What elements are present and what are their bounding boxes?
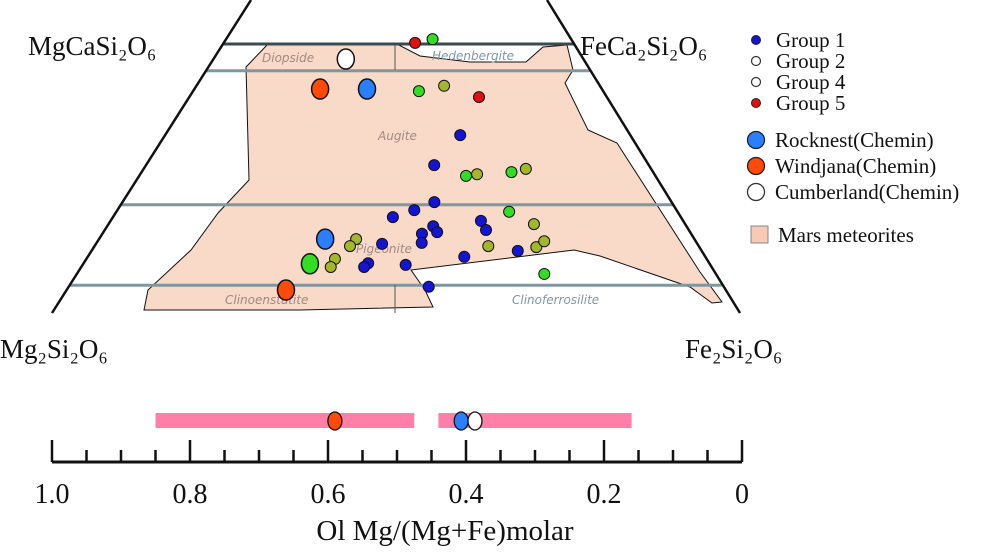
tick-label: 0.6 [311, 479, 346, 510]
point-group-1 [386, 211, 399, 224]
point-group-4 [530, 241, 543, 254]
point-group-2 [412, 85, 425, 98]
point-group-1 [358, 260, 371, 273]
point-group-1 [428, 159, 441, 172]
label-diopside: Diopside [262, 51, 314, 65]
point-group-2 [503, 205, 516, 218]
olivine-axis-tick-labels: 1.0 0.8 0.6 0.4 0.2 0 [35, 479, 750, 510]
label-hedenbergite: Hedenbergite [432, 49, 514, 63]
left-side-line [50, 0, 253, 314]
point-rocknest-chemin [357, 78, 377, 100]
point-group-4 [519, 162, 532, 175]
point-group-5 [472, 91, 485, 104]
point-group-4 [324, 260, 337, 273]
label-clinoenstatite: Clinoenstatite [225, 293, 308, 307]
tick-label: 0.2 [587, 479, 622, 510]
point-windjana-chemin [276, 279, 296, 301]
label-clinoferrosilite: Clinoferrosilite [512, 293, 599, 307]
label-augite: Augite [377, 129, 417, 143]
point-group-1 [511, 244, 524, 257]
legend-label-windjana: Windjana(Chemin) [775, 154, 936, 178]
point-group-2 [505, 166, 518, 179]
point-group-4 [482, 240, 495, 253]
field-lines [50, 0, 742, 314]
point-group-4 [538, 235, 551, 248]
legend-marker-group4 [750, 76, 762, 88]
point-group-4 [438, 79, 451, 92]
corner-label-diopside-endmember: MgCaSi₂O₆ [28, 31, 156, 61]
point-group-1 [431, 226, 444, 239]
point-group-4 [344, 240, 357, 253]
point-group-1 [376, 237, 389, 250]
point-group-5 [409, 36, 422, 49]
legend-label-group4: Group 4 [776, 70, 846, 94]
point-group-1 [422, 280, 435, 293]
point-group-1 [480, 223, 493, 236]
olivine-axis-title: Ol Mg/(Mg+Fe)molar [316, 515, 574, 547]
point-windjana-chemin [310, 78, 330, 100]
legend-marker-windjana [746, 156, 766, 176]
point-group-1 [454, 129, 467, 142]
olivine-axis [50, 411, 744, 464]
tick-label: 1.0 [35, 479, 70, 510]
mars-meteorites-region [143, 43, 723, 311]
point-cumberland-chemin [336, 48, 356, 70]
olivine-range-bar [155, 413, 415, 428]
legend-marker-group5 [751, 98, 761, 108]
point-rocknest-chemin [315, 228, 335, 250]
legend-label-group2: Group 2 [776, 49, 845, 73]
data-points [276, 33, 551, 301]
point-group-2 [538, 267, 551, 280]
right-side-line [545, 0, 742, 314]
point-group-1 [428, 196, 441, 209]
legend-marker-group1 [751, 35, 761, 45]
tick-label: 0.8 [173, 479, 208, 510]
legend-marker-group2 [750, 55, 762, 67]
olivine-point-cumberland [467, 411, 483, 431]
point-group-2 [426, 33, 439, 46]
point-group-2 [460, 169, 473, 182]
corner-label-ferrosilite-endmember: Fe₂Si₂O₆ [685, 334, 782, 364]
legend-label-group5: Group 5 [776, 91, 845, 115]
field-labels: Diopside Hedenbergite Augite Pigeonite C… [225, 49, 599, 307]
legend-label-group1: Group 1 [776, 28, 845, 52]
olivine-point-rocknest [453, 411, 469, 431]
legend-label-rocknest: Rocknest(Chemin) [775, 128, 934, 152]
tick-label: 0 [735, 479, 749, 510]
legend-marker-cumberland [746, 182, 766, 202]
olivine-point-windjana [327, 411, 343, 431]
legend-label-cumberland: Cumberland(Chemin) [775, 180, 959, 204]
legend-label-mars-meteorites: Mars meteorites [778, 223, 914, 247]
legend: Group 1 Group 2 Group 4 Group 5 Rocknest… [746, 28, 959, 247]
point-group-1 [474, 214, 487, 227]
legend-marker-mars-meteorites [750, 225, 769, 244]
point-group-4 [527, 218, 540, 231]
point-large-green [300, 253, 320, 275]
point-group-1 [408, 204, 421, 217]
point-group-1 [399, 258, 412, 271]
tick-label: 0.4 [449, 479, 484, 510]
point-group-1 [415, 236, 428, 249]
point-group-1 [458, 250, 471, 263]
mars-meteorites-field [143, 43, 723, 311]
olivine-range-bar [438, 413, 632, 428]
corner-label-enstatite-endmember: Mg₂Si₂O₆ [0, 334, 108, 364]
point-group-4 [471, 168, 484, 181]
corner-label-hedenbergite-endmember: FeCa₂Si₂O₆ [580, 31, 707, 61]
legend-marker-rocknest [746, 130, 766, 150]
